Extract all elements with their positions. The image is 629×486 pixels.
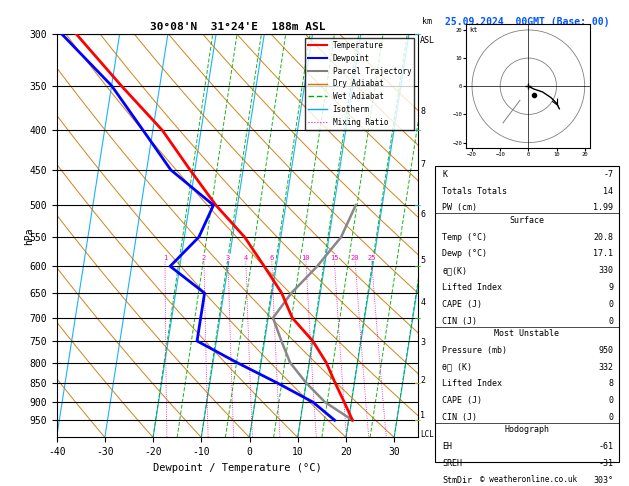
Text: Temp (°C): Temp (°C) <box>442 232 487 242</box>
Text: CIN (J): CIN (J) <box>442 316 477 326</box>
Text: 10: 10 <box>301 255 310 261</box>
Text: —: — <box>415 29 421 39</box>
Text: -61: -61 <box>598 442 613 451</box>
Text: CAPE (J): CAPE (J) <box>442 300 482 309</box>
Text: 950: 950 <box>598 346 613 355</box>
Bar <box>435 166 619 462</box>
Text: 4: 4 <box>243 255 248 261</box>
Text: SREH: SREH <box>442 459 462 468</box>
Text: 0: 0 <box>608 300 613 309</box>
Text: 15: 15 <box>330 255 338 261</box>
Text: 3: 3 <box>226 255 230 261</box>
Text: Lifted Index: Lifted Index <box>442 283 503 292</box>
Text: 25: 25 <box>367 255 376 261</box>
Text: 1.99: 1.99 <box>593 203 613 212</box>
Text: —: — <box>415 313 421 323</box>
Text: ASL: ASL <box>420 36 435 45</box>
Text: 20: 20 <box>351 255 359 261</box>
Text: 5: 5 <box>420 256 425 264</box>
Title: 30°08'N  31°24'E  188m ASL: 30°08'N 31°24'E 188m ASL <box>150 22 325 32</box>
Text: CIN (J): CIN (J) <box>442 413 477 422</box>
Text: Dewp (°C): Dewp (°C) <box>442 249 487 259</box>
Text: CAPE (J): CAPE (J) <box>442 396 482 405</box>
Text: 6: 6 <box>270 255 274 261</box>
Text: 0: 0 <box>608 316 613 326</box>
Text: kt: kt <box>469 27 477 33</box>
Text: 17.1: 17.1 <box>593 249 613 259</box>
Text: —: — <box>415 378 421 388</box>
Text: 332: 332 <box>598 363 613 371</box>
Text: 1: 1 <box>420 411 425 420</box>
Text: 6: 6 <box>420 210 425 219</box>
Text: K: K <box>442 170 447 179</box>
Text: LCL: LCL <box>420 430 434 439</box>
Text: Hodograph: Hodograph <box>504 425 549 434</box>
Text: —: — <box>415 200 421 210</box>
Text: Most Unstable: Most Unstable <box>494 329 559 338</box>
Text: 4: 4 <box>420 298 425 307</box>
Text: 0: 0 <box>608 396 613 405</box>
Text: Mixing Ratio (g/kg): Mixing Ratio (g/kg) <box>450 192 459 279</box>
Text: km: km <box>422 17 432 26</box>
Text: © weatheronline.co.uk: © weatheronline.co.uk <box>480 475 577 484</box>
Text: hPa: hPa <box>25 227 35 244</box>
Text: Lifted Index: Lifted Index <box>442 380 503 388</box>
Text: -7: -7 <box>603 170 613 179</box>
Text: 14: 14 <box>603 187 613 195</box>
Text: θᴄ(K): θᴄ(K) <box>442 266 467 275</box>
Text: 3: 3 <box>420 338 425 347</box>
Text: Totals Totals: Totals Totals <box>442 187 508 195</box>
X-axis label: Dewpoint / Temperature (°C): Dewpoint / Temperature (°C) <box>153 463 322 473</box>
Text: θᴄ (K): θᴄ (K) <box>442 363 472 371</box>
Text: 2: 2 <box>420 376 425 385</box>
Text: 303°: 303° <box>593 476 613 485</box>
Text: —: — <box>415 415 421 425</box>
Text: 330: 330 <box>598 266 613 275</box>
Text: Surface: Surface <box>509 216 544 225</box>
Text: 8: 8 <box>420 107 425 116</box>
Text: —: — <box>415 125 421 136</box>
Text: —: — <box>415 261 421 271</box>
Text: 7: 7 <box>420 160 425 169</box>
Text: 20.8: 20.8 <box>593 232 613 242</box>
Legend: Temperature, Dewpoint, Parcel Trajectory, Dry Adiabat, Wet Adiabat, Isotherm, Mi: Temperature, Dewpoint, Parcel Trajectory… <box>304 38 415 130</box>
Text: EH: EH <box>442 442 452 451</box>
Text: Pressure (mb): Pressure (mb) <box>442 346 508 355</box>
Text: 25.09.2024  00GMT (Base: 00): 25.09.2024 00GMT (Base: 00) <box>445 17 609 27</box>
Text: StmDir: StmDir <box>442 476 472 485</box>
Text: 2: 2 <box>202 255 206 261</box>
Text: 1: 1 <box>163 255 167 261</box>
Text: -31: -31 <box>598 459 613 468</box>
Text: 0: 0 <box>608 413 613 422</box>
Text: 8: 8 <box>608 380 613 388</box>
Text: PW (cm): PW (cm) <box>442 203 477 212</box>
Text: 9: 9 <box>608 283 613 292</box>
